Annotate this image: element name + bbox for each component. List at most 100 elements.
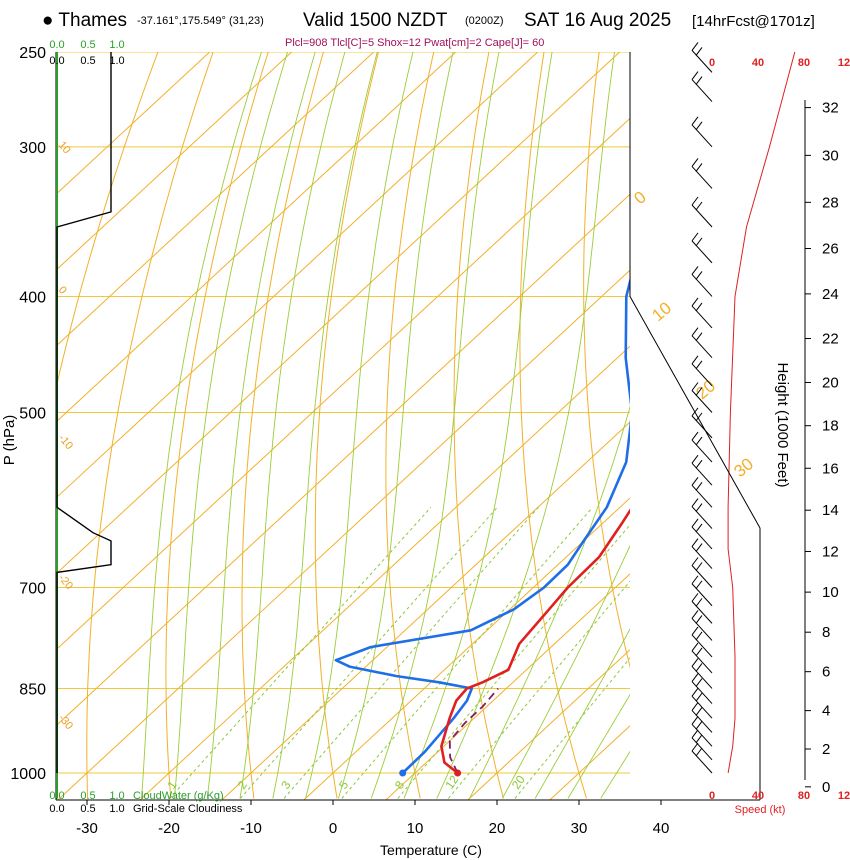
- cloudiness-profile-line: [56, 52, 112, 773]
- speed-bottom-tick: 0: [709, 790, 715, 802]
- moist-adiabat: [173, 52, 289, 799]
- isotherm-label: 10: [56, 139, 73, 156]
- isotherm-label: -20: [56, 572, 75, 592]
- wind-barb-flag: [691, 71, 699, 80]
- wind-barb-flag: [695, 163, 703, 172]
- wind-barb-flag: [691, 498, 699, 507]
- valid-time: Valid 1500 NZDT: [303, 10, 448, 31]
- dry-adiabat: [583, 52, 630, 669]
- wind-barb-flag: [691, 729, 699, 739]
- wind-barb: [691, 462, 713, 486]
- isotherm-line: [56, 193, 630, 727]
- wind-barb: [691, 666, 713, 689]
- adiabat-label: 0: [630, 187, 649, 208]
- coordinates: -37.161°,175.549° (31,23): [137, 15, 264, 27]
- height-tick-label: 10: [822, 584, 839, 601]
- dewpoint-trace-line: [334, 276, 630, 774]
- pressure-tick-label: 500: [19, 406, 46, 423]
- wind-barb-flag: [691, 196, 699, 206]
- speed-bottom-tick: 12: [838, 790, 850, 802]
- wind-barb: [691, 335, 713, 359]
- isotherm-line: [56, 117, 630, 651]
- wind-barb: [691, 274, 713, 297]
- wind-barb: [691, 710, 713, 733]
- wind-barb-flag: [695, 747, 703, 757]
- isotherm-line: [57, 269, 630, 800]
- wind-barb: [691, 650, 713, 674]
- temp-tick-label: 20: [489, 820, 506, 837]
- moist-adiabat: [370, 52, 500, 799]
- isotherm-line: [467, 649, 630, 800]
- mixing-ratio-line: [448, 580, 630, 799]
- dry-adiabat: [241, 52, 324, 799]
- wind-barb: [691, 484, 713, 508]
- cloudiness-bottom-tick: 0.0: [49, 803, 64, 815]
- moist-adiabat: [403, 52, 553, 799]
- isotherm-label: -10: [56, 432, 75, 452]
- dry-adiabat: [56, 52, 159, 391]
- wind-barb-flag: [691, 382, 699, 391]
- isotherm-line: [632, 52, 850, 800]
- location-name: Thames: [58, 10, 128, 31]
- wind-barb-flag: [695, 562, 703, 571]
- speed-top-tick: 0: [709, 57, 715, 69]
- moist-adiabat: [502, 544, 630, 799]
- wind-barb-flag: [691, 232, 699, 242]
- wind-barb-flag: [691, 297, 699, 307]
- wind-barb-flag: [691, 158, 699, 167]
- wind-barb-flag: [695, 543, 703, 552]
- height-tick-label: 4: [822, 703, 830, 720]
- wind-barb: [691, 723, 713, 747]
- wind-barb-flag: [691, 431, 699, 441]
- wind-barb-flag: [695, 237, 703, 247]
- isotherm-line: [56, 52, 293, 271]
- wind-barb: [691, 390, 713, 413]
- speed-top-tick: 12: [838, 57, 850, 69]
- pressure-tick-label: 1000: [10, 766, 46, 783]
- wind-barb: [691, 583, 713, 607]
- parcel-trace-line: [448, 687, 499, 774]
- cloudiness-top-tick: 1.0: [109, 55, 124, 67]
- wind-barb: [691, 737, 713, 761]
- moist-adiabat: [534, 628, 630, 799]
- temp-tick-label: 40: [653, 820, 670, 837]
- isotherm-label: -30: [56, 712, 75, 732]
- wind-barb: [691, 363, 713, 387]
- isotherm-line: [221, 421, 630, 800]
- wind-barb-flag: [691, 518, 699, 528]
- wind-barb-flag: [695, 503, 703, 512]
- wind-barb-flag: [695, 598, 703, 607]
- temp-tick-label: 10: [407, 820, 424, 837]
- pressure-tick-label: 250: [19, 45, 46, 62]
- mixing-ratio-line: [341, 506, 593, 799]
- wind-barb: [691, 526, 713, 550]
- wind-barb-flag: [695, 615, 703, 624]
- mixing-ratio-line: [169, 506, 432, 799]
- location-marker-icon: ●: [42, 10, 54, 31]
- mixing-ratio-label: 20: [509, 772, 528, 791]
- speed-label: Speed (kt): [735, 804, 786, 816]
- pressure-tick-label: 700: [19, 580, 46, 597]
- cloudiness-bottom-tick: 1.0: [109, 803, 124, 815]
- speed-top-tick: 40: [752, 57, 764, 69]
- wind-barb-flag: [691, 626, 699, 636]
- moist-adiabat: [272, 52, 378, 799]
- wind-barb-flag: [695, 47, 703, 56]
- wind-barb-flag: [691, 557, 699, 566]
- wind-barb: [691, 506, 713, 529]
- dry-adiabat: [385, 52, 435, 799]
- wind-barb: [691, 681, 713, 704]
- wind-barb-flag: [691, 702, 699, 711]
- height-tick-label: 8: [822, 624, 830, 641]
- height-tick-label: 18: [822, 418, 839, 435]
- temp-axis-title: Temperature (C): [380, 842, 482, 858]
- isotherm-line: [303, 497, 630, 800]
- pressure-tick-label: 850: [19, 681, 46, 698]
- moist-adiabat: [567, 693, 630, 799]
- height-tick-label: 26: [822, 240, 839, 257]
- wind-barb-flag: [691, 687, 699, 697]
- cloudwater-bottom-tick: 1.0: [109, 790, 124, 802]
- height-tick-label: 14: [822, 502, 839, 519]
- isotherm-line: [139, 345, 630, 800]
- temp-tick-label: 0: [329, 820, 337, 837]
